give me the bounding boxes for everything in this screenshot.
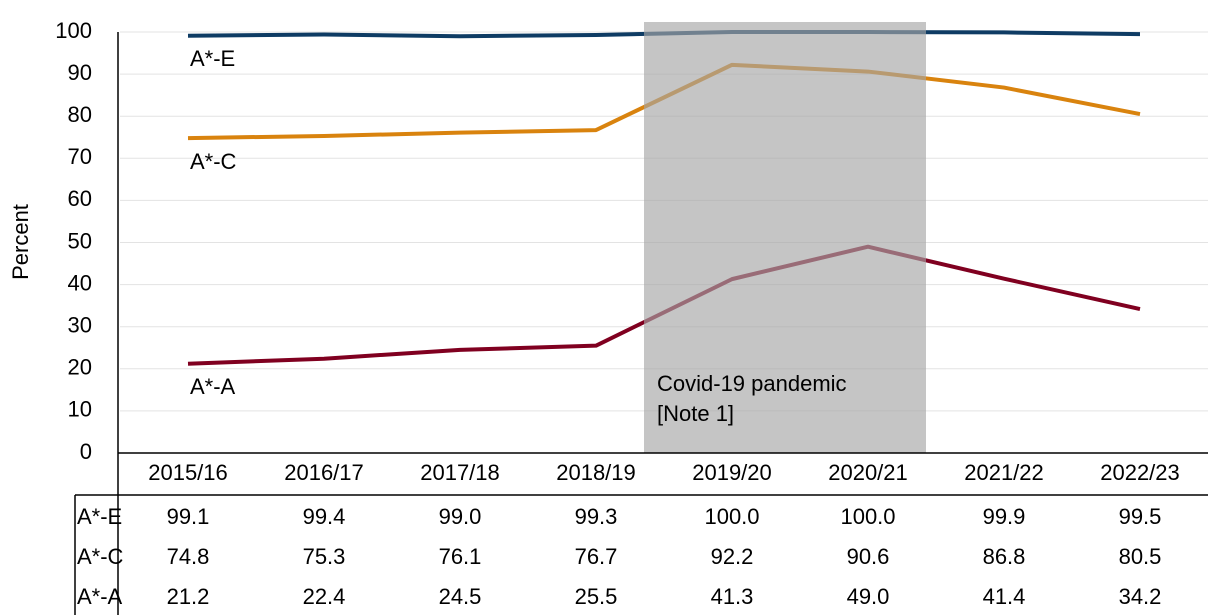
table-cell: 99.0: [439, 504, 482, 529]
table-cell: 34.2: [1119, 584, 1162, 609]
annotation-shade: [644, 22, 926, 453]
y-axis-label: Percent: [8, 204, 33, 280]
x-tick-label: 2016/17: [284, 460, 364, 485]
table-cell: 100.0: [704, 504, 759, 529]
table-cell: 99.1: [167, 504, 210, 529]
y-tick-label: 60: [68, 186, 92, 211]
y-tick-label: 80: [68, 102, 92, 127]
table-cell: 99.3: [575, 504, 618, 529]
table-cell: 99.4: [303, 504, 346, 529]
table-cell: 22.4: [303, 584, 346, 609]
table-cell: 92.2: [711, 544, 754, 569]
table-row-header: A*-A: [77, 584, 123, 609]
y-tick-label: 0: [80, 439, 92, 464]
y-tick-label: 50: [68, 228, 92, 253]
x-tick-label: 2018/19: [556, 460, 636, 485]
table-cell: 25.5: [575, 584, 618, 609]
y-tick-label: 100: [55, 18, 92, 43]
table-cell: 80.5: [1119, 544, 1162, 569]
table-row-header: A*-C: [77, 544, 124, 569]
table-cell: 76.7: [575, 544, 618, 569]
series-label: A*-E: [190, 46, 235, 71]
table-cell: 90.6: [847, 544, 890, 569]
table-cell: 24.5: [439, 584, 482, 609]
series-label: A*-C: [190, 149, 237, 174]
table-cell: 49.0: [847, 584, 890, 609]
table-cell: 75.3: [303, 544, 346, 569]
annotation-text: Covid-19 pandemic: [657, 371, 847, 396]
y-tick-label: 20: [68, 355, 92, 380]
x-tick-label: 2020/21: [828, 460, 908, 485]
y-tick-label: 30: [68, 313, 92, 338]
table-cell: 86.8: [983, 544, 1026, 569]
table-cell: 76.1: [439, 544, 482, 569]
table-cell: 100.0: [840, 504, 895, 529]
x-tick-label: 2019/20: [692, 460, 772, 485]
table-cell: 41.4: [983, 584, 1026, 609]
x-tick-label: 2017/18: [420, 460, 500, 485]
x-tick-label: 2021/22: [964, 460, 1044, 485]
y-tick-label: 40: [68, 270, 92, 295]
series-label: A*-A: [190, 374, 236, 399]
table-cell: 99.5: [1119, 504, 1162, 529]
x-tick-label: 2022/23: [1100, 460, 1180, 485]
x-tick-label: 2015/16: [148, 460, 228, 485]
y-tick-label: 70: [68, 144, 92, 169]
table-cell: 99.9: [983, 504, 1026, 529]
y-tick-label: 10: [68, 397, 92, 422]
table-cell: 21.2: [167, 584, 210, 609]
table-cell: 41.3: [711, 584, 754, 609]
y-tick-label: 90: [68, 60, 92, 85]
table-cell: 74.8: [167, 544, 210, 569]
annotation-text: [Note 1]: [657, 401, 734, 426]
table-row-header: A*-E: [77, 504, 122, 529]
